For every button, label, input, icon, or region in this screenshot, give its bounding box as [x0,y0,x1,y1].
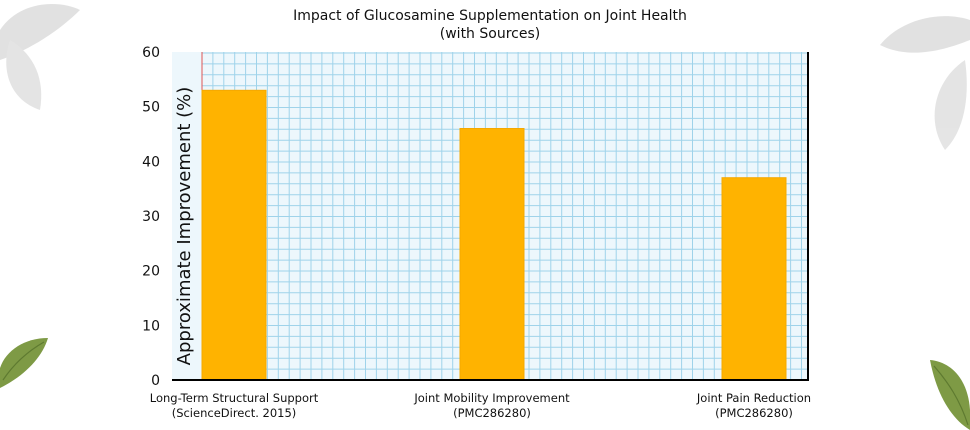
y-tick-label: 60 [142,45,160,61]
x-category-source-label: (ScienceDirect. 2015) [172,406,297,420]
bar [459,128,525,381]
bar [721,177,787,381]
x-category-labels: Long-Term Structural Support(ScienceDire… [150,391,811,420]
leaf-decoration-bottom-right [930,360,970,430]
y-tick-label: 40 [142,154,160,170]
leaf-decoration-top-right [880,16,970,150]
chart-subtitle: (with Sources) [440,26,540,42]
leaf-decoration-bottom-left [0,338,48,388]
chart-title: Impact of Glucosamine Supplementation on… [293,8,687,24]
y-tick-label: 30 [142,209,160,225]
y-axis-title: Approximate Improvement (%) [174,87,195,366]
x-category-label: Joint Pain Reduction [696,391,811,405]
x-category-source-label: (PMC286280) [715,406,793,420]
bars [201,89,787,381]
plot-area [172,52,809,381]
y-tick-labels: 0 10 20 30 40 50 60 [142,45,160,389]
leaf-decoration-top-left [0,4,80,110]
y-tick-label: 0 [151,373,160,389]
bar [201,89,267,381]
y-tick-label: 20 [142,264,160,280]
x-category-label: Joint Mobility Improvement [413,391,570,405]
x-category-label: Long-Term Structural Support [150,391,319,405]
x-category-source-label: (PMC286280) [453,406,531,420]
y-tick-label: 50 [142,100,160,116]
y-tick-label: 10 [142,318,160,334]
